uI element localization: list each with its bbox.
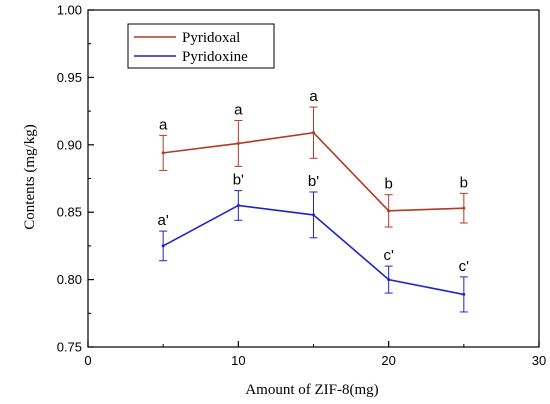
data-point — [462, 292, 466, 296]
y-tick-label: 0.75 — [57, 340, 82, 355]
data-label: c' — [459, 258, 470, 275]
legend-label: Pyridoxal — [182, 30, 240, 46]
data-point — [387, 278, 391, 282]
y-tick-label: 0.80 — [57, 272, 82, 287]
y-tick-label: 0.90 — [57, 137, 82, 152]
data-label: b — [384, 176, 392, 193]
legend-box — [127, 23, 275, 69]
data-label: a — [309, 88, 318, 105]
x-tick-label: 10 — [231, 353, 245, 368]
data-label: a' — [158, 212, 169, 229]
x-tick-label: 0 — [84, 353, 91, 368]
data-label: c' — [383, 247, 394, 264]
data-label: a — [234, 102, 243, 119]
y-axis-label: Contents (mg/kg) — [22, 124, 38, 229]
plot-area: a a a b b a' b' b' c' c' — [158, 88, 470, 313]
series-pyridoxal: a a a b b — [159, 88, 468, 228]
data-label: a — [159, 116, 168, 133]
data-point — [161, 151, 165, 155]
data-point — [236, 203, 240, 207]
axes: 0 10 20 30 0.75 0.80 0.85 0.90 0.95 1.00 — [57, 3, 547, 369]
x-tick-label: 20 — [381, 353, 395, 368]
data-point — [312, 131, 315, 135]
x-tick-label: 30 — [532, 353, 546, 368]
data-point — [462, 206, 466, 210]
legend: Pyridoxal Pyridoxine — [127, 23, 275, 69]
data-label: b' — [308, 173, 319, 190]
data-point — [312, 213, 315, 217]
x-axis-label: Amount of ZIF-8(mg) — [245, 382, 378, 398]
data-label: b — [460, 174, 468, 191]
y-tick-label: 0.85 — [57, 205, 82, 220]
data-point — [236, 141, 240, 145]
data-point — [387, 209, 391, 213]
legend-label: Pyridoxine — [182, 49, 248, 65]
y-tick-label: 1.00 — [57, 3, 82, 18]
series-pyridoxine: a' b' b' c' c' — [158, 172, 470, 313]
data-point — [161, 244, 165, 248]
y-tick-label: 0.95 — [57, 70, 82, 85]
data-label: b' — [233, 172, 244, 189]
